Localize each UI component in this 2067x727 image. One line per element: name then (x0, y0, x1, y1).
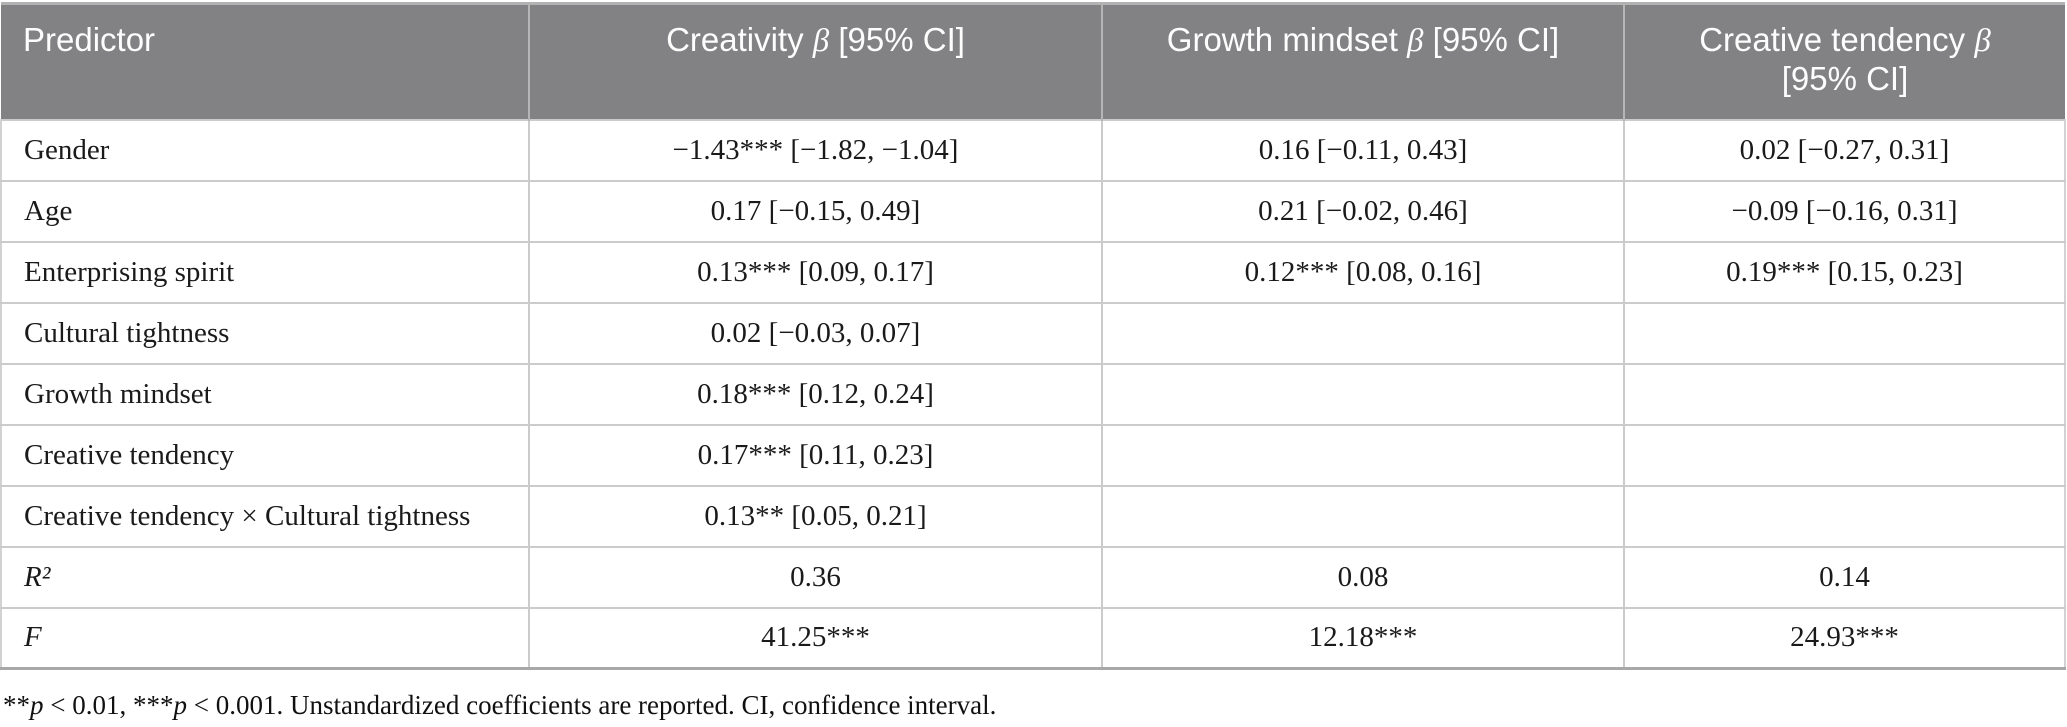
value-cell: 0.36 (528, 545, 1103, 609)
predictor-cell: Creative tendency (0, 423, 530, 487)
value-cell (1623, 484, 2066, 548)
predictor-cell: Creative tendency × Cultural tightness (0, 484, 530, 548)
beta-symbol: β (1407, 23, 1424, 59)
table-row-interaction: Creative tendency × Cultural tightness 0… (0, 484, 2066, 548)
value-cell: 0.14 (1623, 545, 2066, 609)
table-header: Predictor Creativity β [95% CI] Growth m… (1, 3, 2065, 120)
table-row-cultural-tightness: Cultural tightness 0.02 [−0.03, 0.07] (0, 301, 2066, 365)
value-cell: 41.25*** (528, 606, 1103, 670)
table-row-f-statistic: F 41.25*** 12.18*** 24.93*** (0, 606, 2066, 670)
footnote-text: ** (3, 690, 30, 720)
value-cell: 0.02 [−0.03, 0.07] (528, 301, 1103, 365)
footnote-p-italic: p (173, 690, 187, 720)
value-cell: 0.08 (1101, 545, 1625, 609)
value-cell: 0.18*** [0.12, 0.24] (528, 362, 1103, 426)
value-cell (1101, 301, 1625, 365)
column-header-growth-mindset: Growth mindset β [95% CI] (1102, 3, 1625, 120)
predictor-cell: Gender (0, 118, 530, 182)
predictor-cell: Cultural tightness (0, 301, 530, 365)
footnote-text: < 0.01, *** (43, 690, 174, 720)
header-ci-text: [95% CI] (1781, 60, 1909, 97)
header-text: Growth mindset (1166, 21, 1398, 58)
value-cell (1101, 484, 1625, 548)
footnote-text: < 0.001. Unstandardized coefficients are… (186, 690, 997, 720)
value-cell: 0.17*** [0.11, 0.23] (528, 423, 1103, 487)
table-row-age: Age 0.17 [−0.15, 0.49] 0.21 [−0.02, 0.46… (0, 179, 2066, 243)
value-cell: 0.21 [−0.02, 0.46] (1101, 179, 1625, 243)
header-text: Creative tendency (1699, 21, 1966, 58)
value-cell: −0.09 [−0.16, 0.31] (1623, 179, 2066, 243)
beta-symbol: β (1974, 23, 1991, 59)
regression-table: Predictor Creativity β [95% CI] Growth m… (0, 2, 2066, 670)
value-cell: 0.02 [−0.27, 0.31] (1623, 118, 2066, 182)
predictor-cell-f-statistic: F (0, 606, 530, 670)
table-footnote: **p < 0.01, ***p < 0.001. Unstandardized… (0, 690, 2067, 721)
predictor-cell: Enterprising spirit (0, 240, 530, 304)
value-cell: 24.93*** (1623, 606, 2066, 670)
table-row-growth-mindset: Growth mindset 0.18*** [0.12, 0.24] (0, 362, 2066, 426)
table-row-r-squared: R² 0.36 0.08 0.14 (0, 545, 2066, 609)
column-header-predictor: Predictor (1, 3, 530, 120)
value-cell: 0.17 [−0.15, 0.49] (528, 179, 1103, 243)
table-row-enterprising-spirit: Enterprising spirit 0.13*** [0.09, 0.17]… (0, 240, 2066, 304)
value-cell: 0.13*** [0.09, 0.17] (528, 240, 1103, 304)
column-header-creative-tendency: Creative tendency β [95% CI] (1624, 3, 2065, 120)
header-text: Creativity (666, 21, 804, 58)
predictor-cell-r-squared: R² (0, 545, 530, 609)
footnote-p-italic: p (30, 690, 44, 720)
value-cell (1101, 423, 1625, 487)
table-row-gender: Gender −1.43*** [−1.82, −1.04] 0.16 [−0.… (0, 118, 2066, 182)
value-cell (1101, 362, 1625, 426)
value-cell (1623, 301, 2066, 365)
value-cell: 0.13** [0.05, 0.21] (528, 484, 1103, 548)
header-row: Predictor Creativity β [95% CI] Growth m… (1, 3, 2065, 120)
predictor-cell: Age (0, 179, 530, 243)
value-cell: 0.12*** [0.08, 0.16] (1101, 240, 1625, 304)
beta-symbol: β (812, 23, 830, 59)
value-cell: 0.19*** [0.15, 0.23] (1623, 240, 2066, 304)
value-cell: 12.18*** (1101, 606, 1625, 670)
value-cell (1623, 362, 2066, 426)
value-cell: 0.16 [−0.11, 0.43] (1101, 118, 1625, 182)
header-ci-text: [95% CI] (838, 21, 965, 58)
table-row-creative-tendency: Creative tendency 0.17*** [0.11, 0.23] (0, 423, 2066, 487)
column-header-creativity: Creativity β [95% CI] (529, 3, 1103, 120)
table-body: Gender −1.43*** [−1.82, −1.04] 0.16 [−0.… (0, 118, 2066, 670)
header-ci-text: [95% CI] (1432, 21, 1560, 58)
predictor-cell: Growth mindset (0, 362, 530, 426)
value-cell (1623, 423, 2066, 487)
value-cell: −1.43*** [−1.82, −1.04] (528, 118, 1103, 182)
